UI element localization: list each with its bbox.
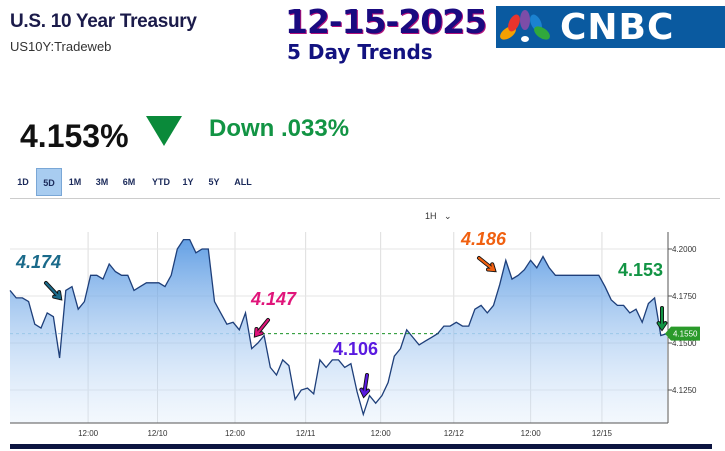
arrow-icon <box>44 281 62 300</box>
price-badge-label: 4.1550 <box>673 330 698 339</box>
x-tick-label: 12/10 <box>147 429 168 438</box>
x-tick-label: 12:00 <box>371 429 392 438</box>
x-tick-label: 12:00 <box>225 429 246 438</box>
bottom-bar <box>10 444 712 449</box>
chevron-down-icon: ⌄ <box>444 211 452 221</box>
annotation-4-174: 4.174 <box>16 252 62 272</box>
price-change: Down .033% <box>209 115 350 142</box>
x-tick-label: 12/11 <box>296 429 316 438</box>
range-3m[interactable]: 3M <box>95 177 109 187</box>
interval-label: 1H <box>425 211 437 221</box>
range-all[interactable]: ALL <box>234 177 252 187</box>
cnbc-logo: CNBC <box>496 6 725 48</box>
y-tick-label: 4.1750 <box>672 292 697 301</box>
x-tick-label: 12:00 <box>78 429 99 438</box>
page-title: U.S. 10 Year Treasury <box>10 11 197 32</box>
range-ytd[interactable]: YTD <box>152 177 170 187</box>
y-tick-label: 4.2000 <box>672 245 697 254</box>
x-tick-label: 12/15 <box>592 429 613 438</box>
range-1y[interactable]: 1Y <box>182 177 194 187</box>
arrow-icon <box>360 373 370 397</box>
annotation-4-186: 4.186 <box>461 229 507 249</box>
logo-wordmark: CNBC <box>560 6 675 48</box>
range-1m[interactable]: 1M <box>68 177 82 187</box>
arrow-icon <box>254 318 270 337</box>
current-price: 4.153% <box>20 118 129 154</box>
triangle-down-icon <box>146 116 182 146</box>
x-tick-label: 12:00 <box>521 429 542 438</box>
area-fill <box>10 239 667 423</box>
y-tick-label: 4.1500 <box>672 339 697 348</box>
x-tick-label: 12/12 <box>444 429 465 438</box>
range-6m[interactable]: 6M <box>122 177 136 187</box>
range-1d[interactable]: 1D <box>17 177 29 187</box>
annotation-4-153: 4.153 <box>618 260 664 280</box>
price-badge <box>665 326 700 341</box>
annotation-4-106: 4.106 <box>333 339 379 359</box>
y-tick-label: 4.1250 <box>672 386 697 395</box>
symbol-label: US10Y:Tradeweb <box>10 39 112 54</box>
range-5y[interactable]: 5Y <box>208 177 220 187</box>
series-line <box>9 238 668 417</box>
arrow-icon <box>477 256 496 272</box>
annotation-4-147: 4.147 <box>251 289 297 309</box>
arrow-icon <box>657 306 667 330</box>
interval-dropdown[interactable]: 1H ⌄ <box>425 211 452 222</box>
range-5d[interactable]: 5D <box>36 168 62 196</box>
subtitle: 5 Day Trends <box>287 40 433 64</box>
date-heading: 12-15-2025 <box>285 2 487 41</box>
divider <box>10 198 720 199</box>
peacock-icon <box>500 10 550 42</box>
